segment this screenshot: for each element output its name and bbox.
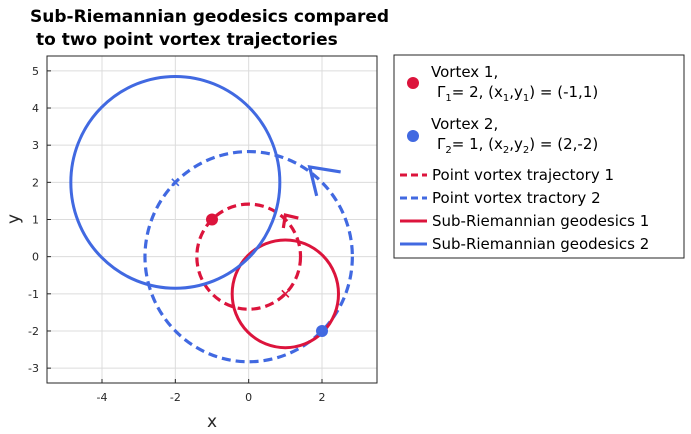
center-marker-2 [171, 178, 180, 187]
vortex-marker-2 [316, 324, 328, 337]
x-tick-label: 2 [319, 391, 326, 404]
geodesic-2 [69, 74, 282, 290]
legend-vortex-2-end: ) = (2,-2) [529, 135, 598, 153]
legend-vortex-1-end: ) = (-1,1) [529, 83, 598, 101]
legend-vortex-1-y-sub: 1 [523, 93, 529, 104]
direction-arrow-2 [307, 164, 341, 197]
legend-vortex-2-comma: ,y [509, 135, 523, 153]
y-tick-label: 2 [32, 176, 39, 189]
legend-label-geodesic-2: Sub-Riemannian geodesics 2 [432, 235, 649, 253]
y-tick-label: -1 [28, 288, 39, 301]
x-tick-label: -4 [97, 391, 108, 404]
center-marker-stroke [281, 289, 290, 298]
geodesic-1 [230, 238, 341, 350]
vortex-marker-1 [206, 213, 218, 226]
legend-vortex-2-y-sub: 2 [523, 145, 529, 156]
trajectory-2 [143, 149, 354, 364]
legend: Vortex 1, Γ1= 2, (x1,y1) = (-1,1) Vortex… [393, 54, 685, 259]
y-axis-label: y [4, 214, 24, 224]
legend-vortex-2-x-sub: 2 [503, 145, 509, 156]
legend-label-trajectory-1: Point vortex trajectory 1 [432, 166, 614, 184]
legend-vortex-1-line-2: Γ1= 2, (x1,y1) = (-1,1) [437, 83, 598, 104]
legend-vortex-2-line-2: Γ2= 1, (x2,y2) = (2,-2) [437, 135, 598, 156]
legend-label-trajectory-2: Point vortex tractory 2 [432, 189, 601, 207]
x-tick-label: -2 [170, 391, 181, 404]
legend-vortex-1-comma: ,y [509, 83, 523, 101]
legend-vortex-1-gamma: Γ [437, 83, 446, 101]
legend-vortex-2-gamma: Γ [437, 135, 446, 153]
plot-area: -4 -2 0 2 -3 -2 -1 0 1 2 3 4 5 [28, 55, 378, 404]
series-layer [69, 74, 354, 364]
direction-arrow-1 [281, 213, 299, 229]
legend-label-geodesic-1: Sub-Riemannian geodesics 1 [432, 212, 649, 230]
legend-vortex-1-line-1: Vortex 1, [431, 63, 498, 81]
trajectory-1 [195, 202, 303, 311]
chart-title-line-1: Sub-Riemannian geodesics compared [30, 7, 389, 27]
center-marker-stroke [171, 178, 180, 187]
y-tick-label: -3 [28, 362, 39, 375]
legend-vortex-1-mid: = 2, (x [452, 83, 503, 101]
center-marker-1 [281, 289, 290, 298]
legend-vortex-1-gamma-sub: 1 [445, 93, 451, 104]
legend-vortex-2-gamma-sub: 2 [445, 145, 451, 156]
y-tick-label: 5 [32, 65, 39, 78]
x-tick-label: 0 [245, 391, 252, 404]
y-tick-label: 1 [32, 214, 39, 227]
legend-marker-vortex-2 [407, 130, 419, 142]
legend-marker-vortex-1 [407, 77, 419, 89]
tick-layer: -4 -2 0 2 -3 -2 -1 0 1 2 3 4 5 [28, 65, 325, 404]
legend-vortex-2-line-1: Vortex 2, [431, 115, 498, 133]
y-tick-label: 4 [32, 102, 39, 115]
y-tick-label: 3 [32, 139, 39, 152]
y-tick-label: 0 [32, 251, 39, 264]
legend-vortex-1-x-sub: 1 [503, 93, 509, 104]
y-tick-label: -2 [28, 325, 39, 338]
legend-box [393, 54, 685, 259]
chart-title-line-2: to two point vortex trajectories [36, 30, 338, 50]
legend-vortex-2-mid: = 1, (x [452, 135, 503, 153]
x-axis-label: x [207, 412, 217, 432]
